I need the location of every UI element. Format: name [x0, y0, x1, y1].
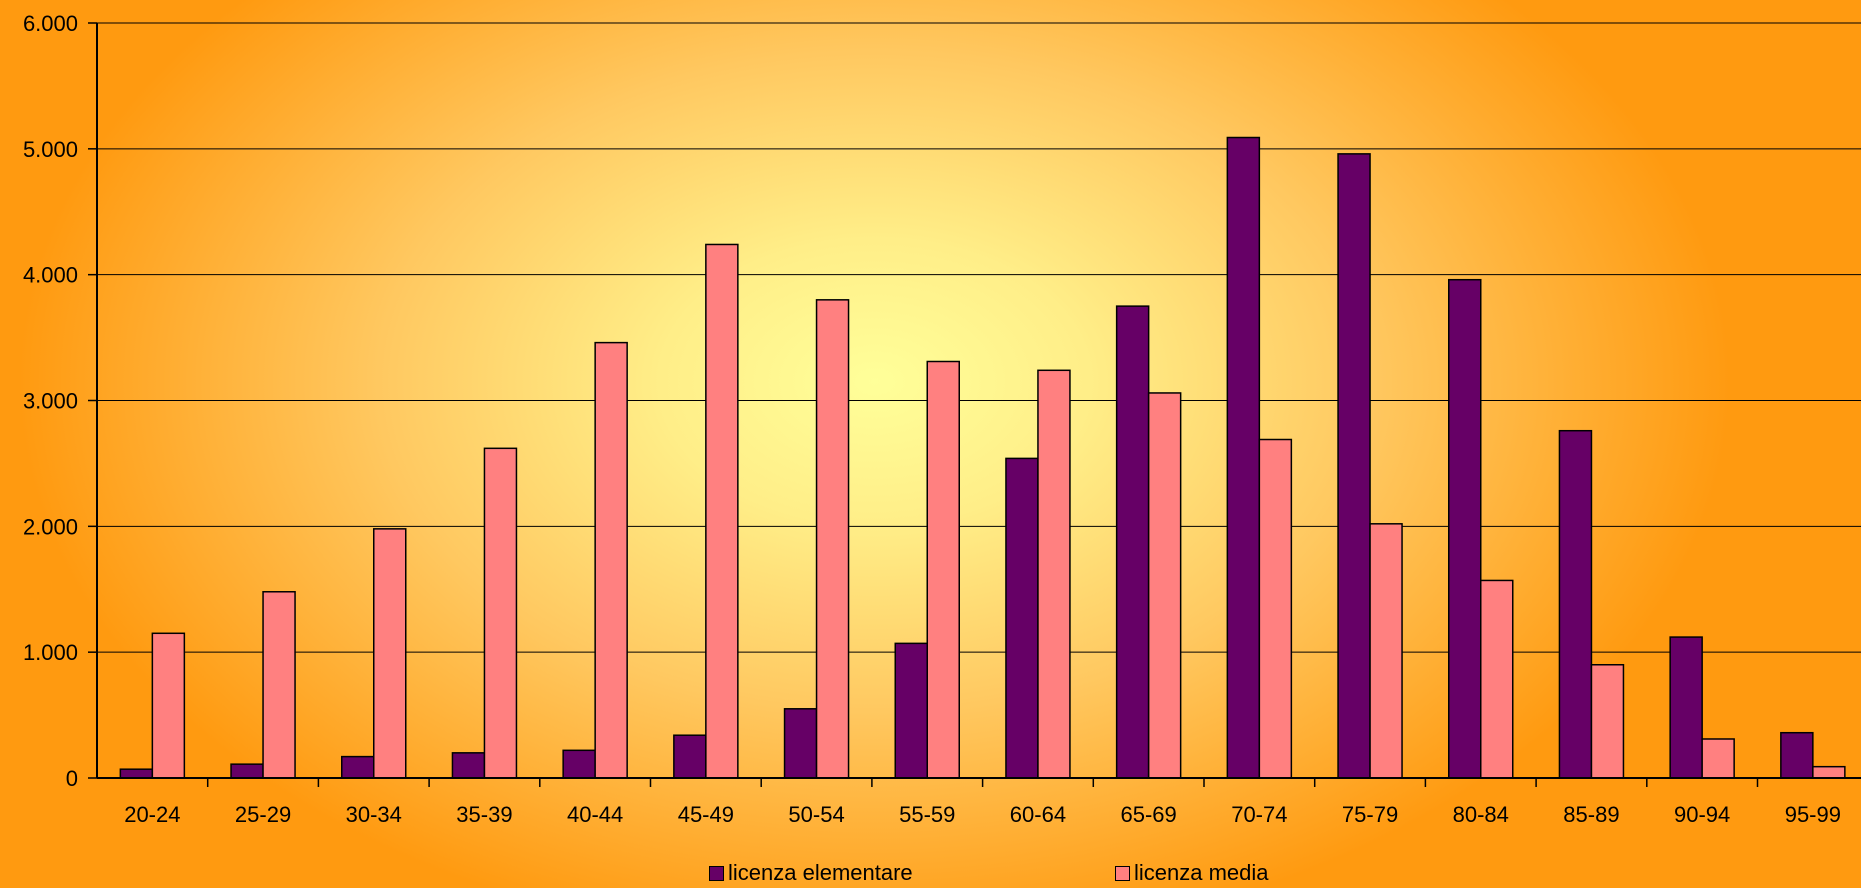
- gridlines: [97, 22, 1861, 653]
- bar-licenza-elementare-40-44: [562, 749, 596, 779]
- bar-licenza-elementare-80-84: [1448, 278, 1482, 779]
- y-tick-label: 3.000: [23, 389, 78, 414]
- x-tick-label: 90-94: [1674, 802, 1730, 827]
- bar-licenza-media-45-49: [705, 243, 739, 779]
- x-tick-label: 20-24: [124, 802, 180, 827]
- legend-swatch-licenza-media: [1115, 865, 1130, 881]
- bar-licenza-media-75-79: [1369, 523, 1403, 779]
- x-tick-label: 60-64: [1010, 802, 1066, 827]
- bar-licenza-elementare-75-79: [1337, 153, 1371, 779]
- bar-licenza-media-35-39: [483, 447, 518, 779]
- bar-licenza-media-60-64: [1037, 369, 1071, 779]
- bar-licenza-elementare-50-54: [783, 708, 818, 779]
- legend: licenza elementare licenza media: [0, 860, 1861, 888]
- y-tick-label: 4.000: [23, 263, 78, 288]
- x-tick-label: 65-69: [1121, 802, 1177, 827]
- bar-licenza-media-30-34: [373, 528, 407, 779]
- x-tick-label: 35-39: [456, 802, 512, 827]
- bar-licenza-elementare-25-29: [230, 763, 264, 779]
- bar-licenza-media-40-44: [594, 341, 628, 779]
- y-tick-label: 1.000: [23, 640, 78, 665]
- x-tick-label: 55-59: [899, 802, 955, 827]
- bar-licenza-media-20-24: [151, 632, 186, 779]
- tick-labels: 0 1.000 2.000 3.000 4.000 5.000 6.000 20-24 25-2…: [23, 11, 1841, 827]
- bar-licenza-elementare-45-49: [673, 734, 707, 779]
- y-tick-label: 0: [66, 766, 78, 791]
- bar-licenza-elementare-30-34: [341, 755, 375, 779]
- legend-item-licenza-elementare: licenza elementare: [709, 862, 913, 884]
- bar-licenza-media-25-29: [262, 591, 296, 779]
- x-tick-label: 70-74: [1231, 802, 1287, 827]
- bar-licenza-elementare-60-64: [1005, 457, 1039, 779]
- bar-licenza-media-70-74: [1258, 438, 1293, 779]
- bar-licenza-media-80-84: [1480, 579, 1514, 779]
- bar-licenza-media-95-99: [1812, 765, 1846, 779]
- x-tick-label: 45-49: [678, 802, 734, 827]
- bar-licenza-media-50-54: [815, 299, 850, 779]
- bar-licenza-elementare-20-24: [119, 768, 154, 779]
- x-tick-label: 85-89: [1563, 802, 1619, 827]
- legend-label-licenza-elementare: licenza elementare: [728, 860, 913, 885]
- bar-licenza-elementare-85-89: [1558, 429, 1593, 779]
- y-tick-label: 2.000: [23, 514, 78, 539]
- bar-licenza-media-90-94: [1701, 738, 1735, 779]
- bars: [119, 136, 1846, 779]
- bar-licenza-elementare-70-74: [1226, 136, 1261, 779]
- legend-label-licenza-media: licenza media: [1134, 860, 1269, 885]
- x-tick-label: 50-54: [788, 802, 844, 827]
- y-tick-label: 6.000: [23, 11, 78, 36]
- bar-licenza-elementare-35-39: [451, 752, 486, 779]
- x-tick-label: 40-44: [567, 802, 623, 827]
- legend-item-licenza-media: licenza media: [1115, 862, 1269, 884]
- x-tick-label: 25-29: [235, 802, 291, 827]
- x-tick-label: 80-84: [1453, 802, 1509, 827]
- y-tick-label: 5.000: [23, 137, 78, 162]
- x-tick-label: 30-34: [346, 802, 402, 827]
- bar-licenza-elementare-90-94: [1669, 636, 1703, 779]
- bar-licenza-media-85-89: [1590, 664, 1625, 779]
- bar-licenza-elementare-95-99: [1780, 731, 1814, 779]
- x-tick-label: 95-99: [1785, 802, 1841, 827]
- bar-licenza-media-55-59: [926, 360, 960, 779]
- axes: [88, 22, 1861, 787]
- bar-licenza-elementare-55-59: [894, 642, 928, 779]
- x-tick-label: 75-79: [1342, 802, 1398, 827]
- bar-licenza-elementare-65-69: [1115, 305, 1150, 779]
- bar-licenza-media-65-69: [1147, 392, 1182, 779]
- legend-swatch-licenza-elementare: [709, 865, 724, 881]
